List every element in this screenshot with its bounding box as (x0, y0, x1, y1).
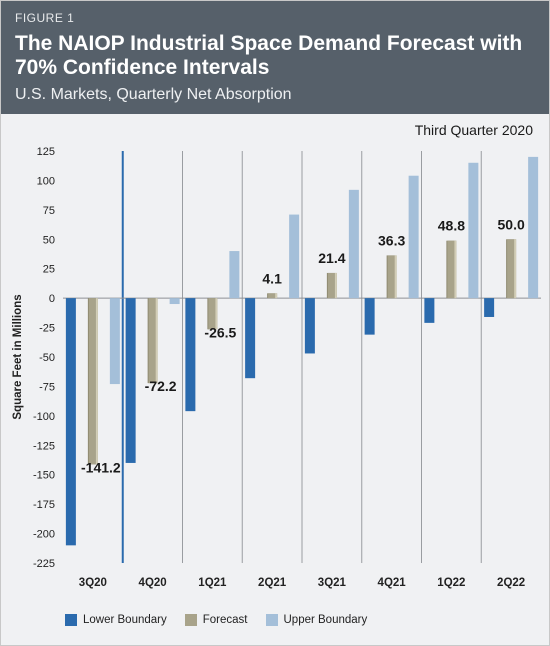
upper-boundary-bar (408, 175, 419, 299)
forecast-bar (327, 272, 335, 299)
forecast-bar-highlight (275, 293, 278, 299)
x-tick-label: 3Q21 (318, 577, 347, 589)
chart-legend: Lower Boundary Forecast Upper Boundary (65, 614, 385, 626)
figure-header: FIGURE 1 The NAIOP Industrial Space Dema… (1, 1, 549, 114)
forecast-bar (88, 298, 96, 465)
legend-swatch-upper (265, 614, 278, 626)
y-tick-label: -50 (39, 352, 55, 364)
y-tick-label: 125 (37, 146, 55, 158)
forecast-data-label: 4.1 (262, 270, 282, 286)
upper-boundary-bar (109, 298, 120, 385)
forecast-bar-highlight (514, 239, 517, 299)
lower-boundary-bar (65, 298, 76, 546)
x-tick-label: 1Q22 (437, 577, 465, 589)
x-tick-label: 2Q21 (258, 577, 287, 589)
y-tick-label: -175 (33, 499, 55, 511)
forecast-bar (387, 255, 395, 299)
x-tick-label: 4Q21 (378, 577, 407, 589)
lower-boundary-bar (185, 298, 196, 412)
x-tick-label: 1Q21 (198, 577, 227, 589)
chart-title: The NAIOP Industrial Space Demand Foreca… (15, 32, 523, 79)
forecast-bar-highlight (95, 298, 98, 465)
legend-item-lower: Lower Boundary (65, 614, 167, 626)
x-tick-label: 4Q20 (139, 577, 167, 589)
upper-boundary-bar (289, 214, 300, 299)
upper-boundary-bar (169, 298, 180, 305)
forecast-bar (268, 293, 276, 299)
forecast-data-label: -26.5 (204, 324, 236, 340)
y-tick-label: -125 (33, 440, 55, 452)
legend-swatch-forecast (184, 614, 197, 626)
upper-boundary-bar (348, 189, 359, 299)
y-tick-label: 100 (37, 175, 55, 187)
legend-label-upper: Upper Boundary (283, 614, 368, 626)
figure-label: FIGURE 1 (15, 11, 75, 25)
forecast-bar (208, 298, 216, 330)
lower-boundary-bar (245, 298, 256, 379)
y-tick-label: 75 (43, 205, 55, 217)
y-axis-title: Square Feet in Millions (12, 294, 24, 419)
forecast-data-label: 21.4 (318, 250, 345, 266)
upper-boundary-bar (468, 162, 479, 299)
forecast-data-label: 50.0 (498, 216, 525, 232)
lower-boundary-bar (364, 298, 375, 335)
forecast-bar-highlight (155, 298, 158, 384)
lower-boundary-bar (484, 298, 495, 317)
forecast-data-label: -72.2 (145, 378, 177, 394)
y-tick-label: -225 (33, 558, 55, 570)
forecast-bar (148, 298, 156, 384)
y-tick-label: -200 (33, 529, 55, 541)
legend-swatch-lower (65, 614, 77, 626)
y-tick-label: -150 (33, 470, 55, 482)
forecast-bar-highlight (334, 272, 337, 299)
legend-label-lower: Lower Boundary (83, 614, 167, 626)
lower-boundary-bar (125, 298, 136, 463)
forecast-data-label: -141.2 (81, 459, 121, 475)
chart-subtitle: U.S. Markets, Quarterly Net Absorption (15, 86, 292, 103)
y-tick-label: -75 (39, 381, 55, 393)
y-tick-label: 25 (43, 264, 55, 276)
forecast-bar-highlight (454, 240, 457, 299)
y-tick-label: -100 (33, 411, 55, 423)
forecast-bar (507, 239, 515, 299)
forecast-bar-highlight (215, 298, 218, 330)
upper-boundary-bar (229, 251, 240, 299)
lower-boundary-bar (424, 298, 435, 323)
forecast-bar (447, 240, 455, 299)
forecast-data-label: 48.8 (438, 218, 465, 234)
lower-boundary-bar (304, 298, 315, 354)
forecast-data-label: 36.3 (378, 232, 405, 248)
forecast-bar-highlight (394, 255, 397, 299)
legend-item-upper: Upper Boundary (265, 614, 368, 626)
x-tick-label: 2Q22 (497, 577, 525, 589)
legend-item-forecast: Forecast (184, 614, 248, 626)
y-tick-label: -25 (39, 323, 55, 335)
x-tick-label: 3Q20 (79, 577, 107, 589)
y-tick-label: 0 (49, 293, 55, 305)
legend-label-forecast: Forecast (202, 614, 248, 626)
period-label: Third Quarter 2020 (414, 122, 533, 138)
upper-boundary-bar (528, 156, 539, 299)
y-tick-label: 50 (43, 234, 55, 246)
